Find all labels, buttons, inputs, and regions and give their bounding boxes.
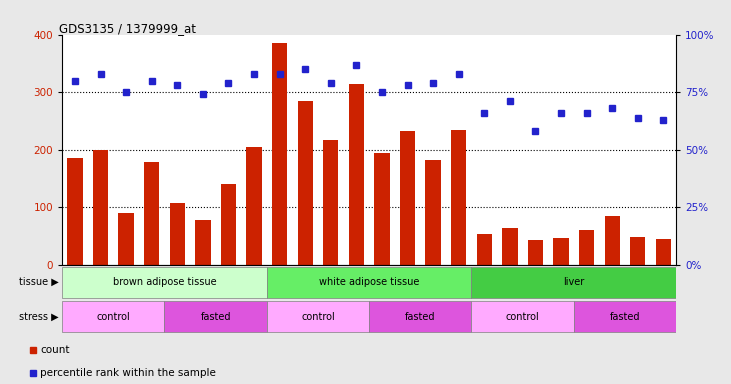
Bar: [93, 150, 108, 265]
Bar: [272, 43, 287, 265]
Bar: [369, 301, 471, 332]
Bar: [374, 153, 390, 265]
Bar: [144, 162, 159, 265]
Bar: [451, 130, 466, 265]
Text: brown adipose tissue: brown adipose tissue: [113, 277, 216, 287]
Text: count: count: [40, 345, 69, 355]
Bar: [656, 239, 671, 265]
Text: fasted: fasted: [610, 312, 640, 322]
Text: white adipose tissue: white adipose tissue: [319, 277, 420, 287]
Bar: [400, 131, 415, 265]
Bar: [298, 101, 313, 265]
Bar: [630, 237, 645, 265]
Bar: [164, 301, 267, 332]
Text: control: control: [506, 312, 539, 322]
Text: control: control: [301, 312, 335, 322]
Bar: [528, 240, 543, 265]
Text: stress ▶: stress ▶: [19, 312, 58, 322]
Text: liver: liver: [563, 277, 585, 287]
Bar: [118, 213, 134, 265]
Text: control: control: [96, 312, 130, 322]
Text: tissue ▶: tissue ▶: [19, 277, 58, 287]
Bar: [62, 267, 267, 298]
Text: GDS3135 / 1379999_at: GDS3135 / 1379999_at: [59, 22, 196, 35]
Bar: [267, 267, 471, 298]
Bar: [195, 220, 211, 265]
Text: fasted: fasted: [200, 312, 231, 322]
Bar: [221, 184, 236, 265]
Bar: [553, 238, 569, 265]
Text: percentile rank within the sample: percentile rank within the sample: [40, 368, 216, 378]
Bar: [477, 234, 492, 265]
Bar: [574, 301, 676, 332]
Bar: [62, 301, 164, 332]
Bar: [579, 230, 594, 265]
Bar: [170, 203, 185, 265]
Bar: [425, 160, 441, 265]
Bar: [246, 147, 262, 265]
Bar: [267, 301, 369, 332]
Text: fasted: fasted: [405, 312, 436, 322]
Bar: [605, 216, 620, 265]
Bar: [502, 227, 518, 265]
Bar: [349, 84, 364, 265]
Bar: [67, 159, 83, 265]
Bar: [471, 301, 574, 332]
Bar: [471, 267, 676, 298]
Bar: [323, 140, 338, 265]
